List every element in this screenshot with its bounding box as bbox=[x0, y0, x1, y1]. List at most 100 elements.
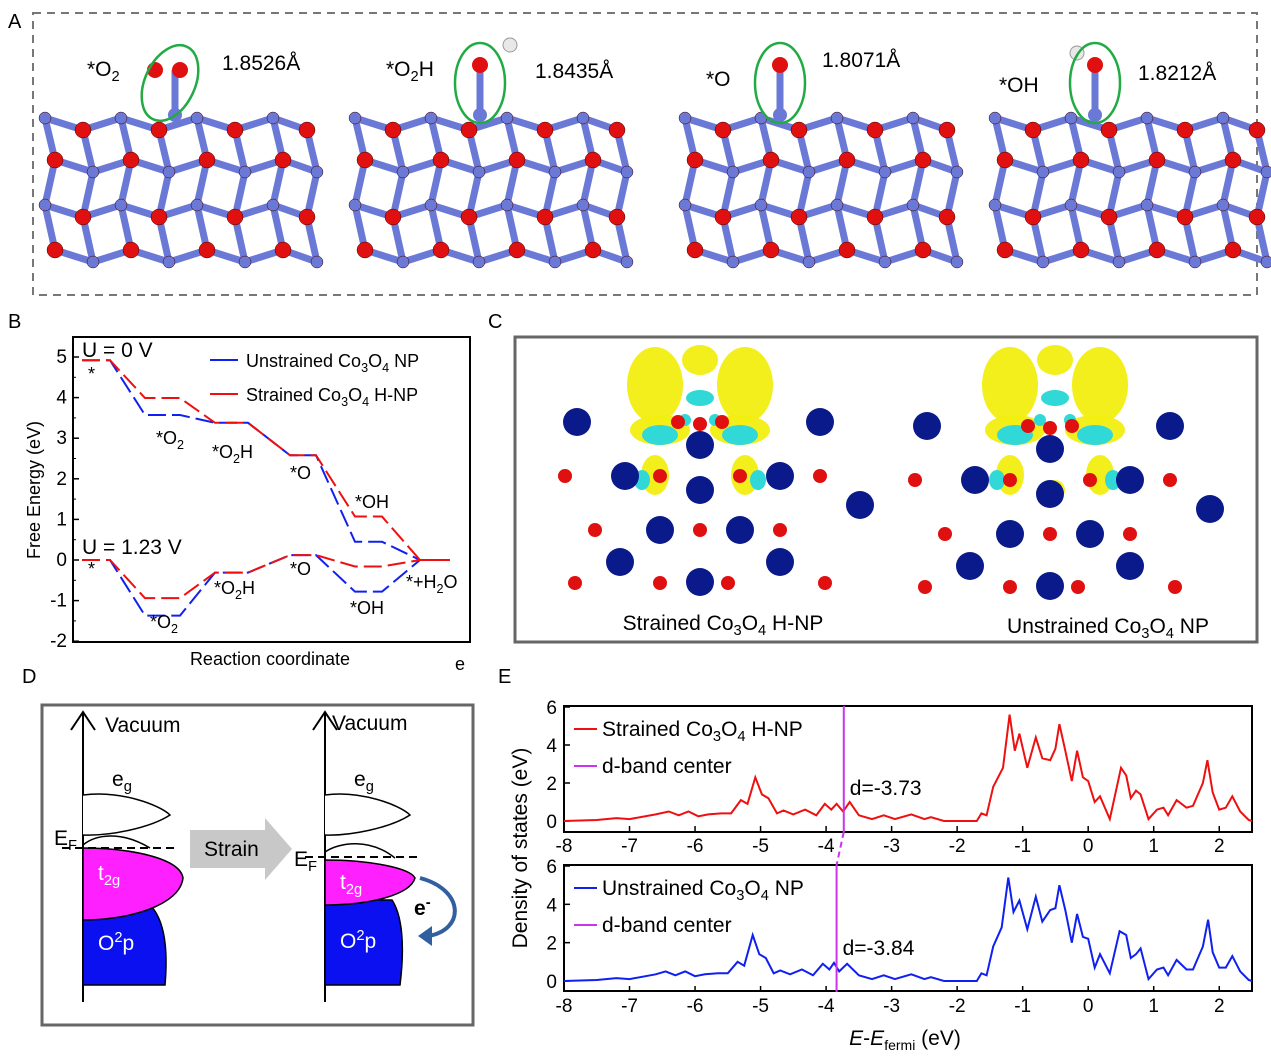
hydrogen-atom bbox=[502, 37, 518, 53]
oxygen-atom bbox=[432, 241, 450, 259]
oxygen-atom bbox=[653, 469, 667, 483]
y-tick-label: 4 bbox=[546, 736, 557, 757]
cobalt-atom bbox=[1260, 255, 1271, 269]
oxygen-atom bbox=[938, 208, 956, 226]
cobalt-atom bbox=[620, 255, 634, 269]
cobalt-atom bbox=[348, 111, 362, 125]
cobalt-atom bbox=[548, 255, 562, 269]
oxygen-atom bbox=[762, 241, 780, 259]
oxygen-atom bbox=[866, 121, 884, 139]
cobalt-atom bbox=[1156, 412, 1184, 440]
x-tick-label: -5 bbox=[752, 996, 769, 1017]
oxygen-atom bbox=[1100, 121, 1118, 139]
state-label-u0-oh: *OH bbox=[355, 492, 389, 512]
panel-label-d: D bbox=[22, 666, 36, 688]
oxygen-atom bbox=[762, 151, 780, 169]
x-tick-label: -8 bbox=[556, 996, 573, 1017]
negative-isosurface bbox=[722, 425, 758, 445]
t2g-label-strained: t2g bbox=[340, 871, 362, 898]
cobalt-atom bbox=[766, 462, 794, 490]
t2g-band bbox=[82, 847, 184, 921]
x-tick-label: -6 bbox=[687, 996, 704, 1017]
highlight-ellipse bbox=[1068, 41, 1122, 125]
legend-label: Strained Co3O4 H-NP bbox=[602, 718, 803, 745]
cobalt-atom bbox=[988, 111, 1002, 125]
d-band-value: d=-3.84 bbox=[843, 937, 915, 960]
x-tick-label: 1 bbox=[1148, 996, 1159, 1017]
y-tick-label: 6 bbox=[546, 857, 557, 878]
oxygen-atom bbox=[914, 151, 932, 169]
oxygen-atom bbox=[790, 208, 808, 226]
cobalt-atom bbox=[611, 462, 639, 490]
x-tick-label: -5 bbox=[752, 836, 769, 857]
dos-frame-strained bbox=[563, 705, 1253, 833]
positive-isosurface bbox=[1037, 345, 1073, 375]
oxygen-atom bbox=[356, 241, 374, 259]
oxygen-atom bbox=[460, 208, 478, 226]
energy-path bbox=[82, 554, 450, 600]
cobalt-atom bbox=[686, 568, 714, 596]
charge-density-plot bbox=[558, 345, 874, 596]
cobalt-atom bbox=[878, 255, 892, 269]
x-tick-label: -7 bbox=[621, 996, 638, 1017]
oxygen-atom bbox=[198, 241, 216, 259]
oxygen-atom bbox=[714, 208, 732, 226]
cobalt-atom bbox=[806, 408, 834, 436]
oxygen-atom bbox=[1024, 121, 1042, 139]
dos-curve bbox=[563, 714, 1253, 823]
negative-isosurface bbox=[1077, 425, 1113, 445]
positive-isosurface bbox=[1072, 347, 1128, 423]
adsorbate-label-o2: *O2 bbox=[87, 58, 120, 85]
oxygen-atom bbox=[938, 121, 956, 139]
cobalt-atom bbox=[86, 255, 100, 269]
oxygen-atom bbox=[356, 151, 374, 169]
oxygen-atom bbox=[1065, 419, 1079, 433]
oxygen-atom bbox=[1043, 527, 1057, 541]
x-tick-label: 1 bbox=[1148, 836, 1159, 857]
x-tick-label: -1 bbox=[1014, 836, 1031, 857]
panel-label-b: B bbox=[8, 311, 21, 333]
bond-length-oh: 1.8212Å bbox=[1138, 62, 1216, 85]
cobalt-atom bbox=[846, 491, 874, 519]
oxygen-atom bbox=[1003, 580, 1017, 594]
oxygen-atom bbox=[384, 208, 402, 226]
cobalt-atom bbox=[576, 111, 590, 125]
legend-strained: Strained Co3O4 H-NP bbox=[246, 385, 418, 409]
ef-label-strained: EF bbox=[294, 848, 317, 875]
cobalt-atom bbox=[678, 198, 692, 212]
x-tick-label: -2 bbox=[949, 836, 966, 857]
panel-b-chart: 5 4 3 2 1 0 -1 -2 U = 0 V U = 1.23 V * *O2 *O2H… bbox=[24, 336, 471, 674]
oxygen-atom bbox=[432, 151, 450, 169]
oxygen-atom bbox=[74, 208, 92, 226]
oxygen-atom bbox=[693, 417, 707, 431]
cobalt-atom bbox=[1216, 111, 1230, 125]
oxygen-atom bbox=[996, 151, 1014, 169]
d-band-shift-line bbox=[835, 831, 845, 866]
cobalt-atom bbox=[1140, 198, 1154, 212]
oxygen-atom bbox=[1176, 121, 1194, 139]
cobalt-atom bbox=[500, 198, 514, 212]
negative-isosurface bbox=[642, 425, 678, 445]
cobalt-atom bbox=[1188, 165, 1202, 179]
y-tick-label: 3 bbox=[56, 428, 67, 449]
oxygen-atom bbox=[1163, 473, 1177, 487]
x-tick-label: 0 bbox=[1083, 836, 1094, 857]
oxygen-atom bbox=[298, 121, 316, 139]
positive-isosurface bbox=[682, 345, 718, 375]
cobalt-atom bbox=[500, 111, 514, 125]
oxygen-atom bbox=[588, 523, 602, 537]
panel-label-e: E bbox=[498, 666, 511, 688]
oxygen-atom bbox=[226, 208, 244, 226]
energy-path bbox=[82, 359, 450, 561]
cobalt-atom bbox=[961, 466, 989, 494]
y-tick-label: -1 bbox=[50, 591, 67, 612]
panel-a: *O2 1.8526Å *O2H 1.8435Å *O 1.8071Å *OH … bbox=[32, 12, 1271, 296]
state-label-u123-star: * bbox=[88, 559, 95, 579]
oxygen-atom bbox=[198, 151, 216, 169]
t2g-band-strained bbox=[324, 859, 416, 906]
cobalt-atom bbox=[1064, 111, 1078, 125]
negative-isosurface bbox=[686, 390, 714, 406]
oxygen-atom bbox=[938, 527, 952, 541]
x-tick-label: -7 bbox=[621, 836, 638, 857]
x-axis-title: E-Efermi (eV) bbox=[849, 1027, 961, 1053]
